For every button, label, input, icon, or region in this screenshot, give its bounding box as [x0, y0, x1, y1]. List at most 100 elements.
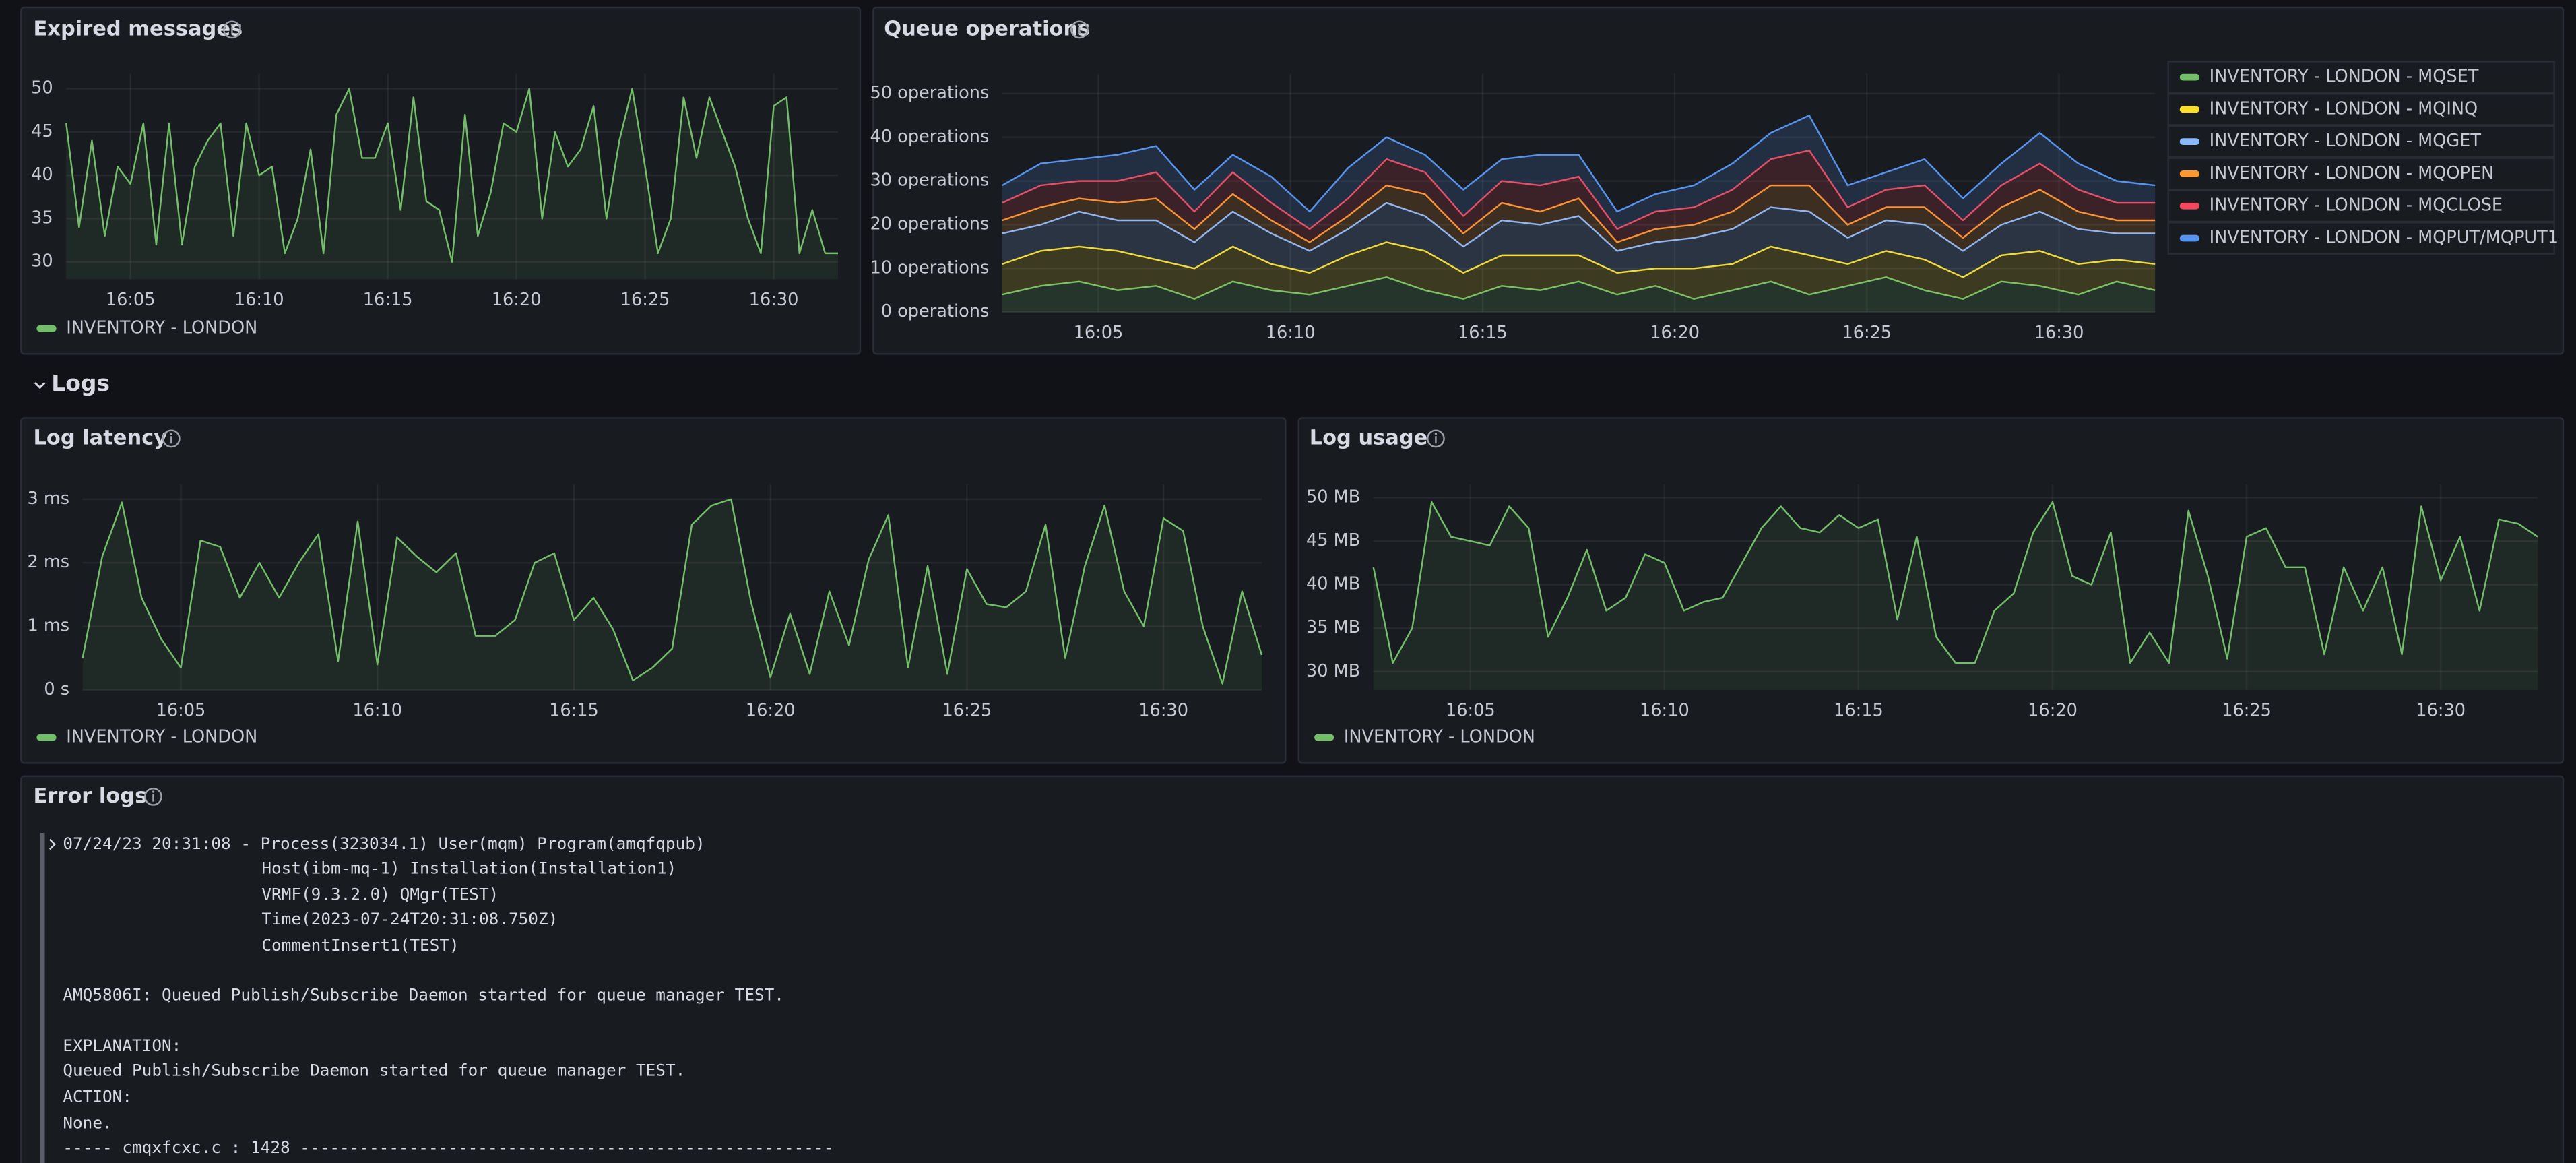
legend-label: INVENTORY - LONDON - MQGET — [2210, 131, 2482, 151]
x-tick-label: 16:20 — [492, 290, 542, 310]
info-icon[interactable] — [223, 20, 241, 39]
area-fill — [1373, 501, 2538, 690]
y-tick-label: 2 ms — [27, 552, 69, 572]
legend-label: INVENTORY - LONDON - MQINQ — [2210, 98, 2478, 119]
panel-title: Queue operations — [884, 17, 1090, 40]
y-tick-label: 30 — [31, 251, 53, 272]
collapse-chevron[interactable] — [34, 381, 46, 389]
panel-title: Expired messages — [33, 17, 243, 40]
y-tick-label: 10 operations — [870, 257, 989, 278]
section-title[interactable]: Logs — [51, 370, 110, 396]
y-tick-label: 20 operations — [870, 214, 989, 234]
y-tick-label: 3 ms — [27, 489, 69, 509]
x-tick-label: 16:10 — [234, 290, 284, 310]
legend-row — [2167, 157, 2555, 191]
panel — [20, 6, 862, 355]
legend-swatch — [2179, 202, 2200, 210]
legend-swatch — [2179, 73, 2200, 81]
series-line — [1002, 149, 2156, 230]
y-tick-label: 0 operations — [881, 301, 990, 321]
legend-swatch — [1314, 734, 1334, 741]
y-tick-label: 40 MB — [1306, 574, 1360, 594]
series-line — [1372, 501, 2538, 664]
log-line: CommentInsert1(TEST) — [261, 935, 459, 955]
legend-label: INVENTORY - LONDON - MQSET — [2210, 67, 2479, 87]
panel-title: Log latency — [33, 426, 167, 449]
log-line: None. — [63, 1112, 112, 1132]
x-tick-label: 16:20 — [2028, 701, 2078, 721]
series-line — [65, 88, 839, 263]
area-fill — [82, 499, 1262, 690]
legend-label: INVENTORY - LONDON - MQOPEN — [2210, 163, 2494, 183]
legend-row — [2167, 125, 2555, 158]
y-tick-label: 0 s — [44, 679, 69, 699]
x-tick-label: 16:15 — [549, 701, 599, 721]
log-line: Host(ibm-mq-1) Installation(Installation… — [261, 858, 676, 878]
expand-row[interactable] — [49, 838, 56, 850]
x-tick-label: 16:25 — [942, 701, 992, 721]
series-line — [1002, 241, 2156, 278]
log-line: ACTION: — [63, 1086, 132, 1106]
info-icon[interactable] — [1426, 429, 1445, 448]
legend-swatch — [2179, 138, 2200, 146]
x-tick-label: 16:10 — [1640, 701, 1689, 721]
series-line — [1002, 276, 2156, 300]
y-tick-label: 40 — [31, 164, 53, 185]
legend-label: INVENTORY - LONDON — [66, 318, 257, 338]
area-fill — [1002, 203, 2156, 278]
panel — [872, 6, 2565, 355]
info-icon[interactable] — [1070, 20, 1089, 39]
y-tick-label: 35 — [31, 208, 53, 228]
y-tick-label: 50 MB — [1306, 487, 1360, 507]
legend-swatch — [2179, 106, 2200, 113]
legend-swatch — [36, 325, 57, 332]
info-icon[interactable] — [162, 429, 181, 448]
x-tick-label: 16:20 — [746, 701, 796, 721]
log-line: Queued Publish/Subscribe Daemon started … — [63, 1060, 685, 1079]
panel — [20, 775, 2565, 1163]
x-tick-label: 16:15 — [1834, 701, 1883, 721]
panel-title: Error logs — [33, 784, 147, 808]
legend-label: INVENTORY - LONDON — [1344, 727, 1535, 747]
log-line: AMQ5806I: Queued Publish/Subscribe Daemo… — [63, 984, 784, 1004]
panel-title: Log usage — [1310, 426, 1428, 449]
area-fill — [1002, 242, 2156, 299]
x-tick-label: 16:25 — [1842, 323, 1892, 343]
series-line — [1002, 184, 2156, 243]
x-tick-label: 16:10 — [352, 701, 402, 721]
y-tick-label: 45 — [31, 121, 53, 142]
y-tick-label: 45 MB — [1306, 530, 1360, 551]
x-tick-label: 16:05 — [1074, 323, 1124, 343]
y-tick-label: 35 MB — [1306, 617, 1360, 637]
info-icon[interactable] — [144, 787, 162, 806]
log-line: EXPLANATION: — [63, 1036, 181, 1055]
y-tick-label: 50 — [31, 78, 53, 98]
area-fill — [66, 88, 839, 280]
legend-row — [2167, 61, 2555, 94]
x-tick-label: 16:30 — [1138, 701, 1188, 721]
log-line: ----- cmqxfcxc.c : 1428 ----------------… — [63, 1137, 833, 1157]
x-tick-label: 16:25 — [2222, 701, 2272, 721]
x-tick-label: 16:05 — [156, 701, 206, 721]
legend-row — [2167, 92, 2555, 126]
series-line — [1002, 201, 2156, 252]
log-line: VRMF(9.3.2.0) QMgr(TEST) — [261, 885, 498, 904]
y-tick-label: 1 ms — [27, 616, 69, 636]
legend-swatch — [2179, 170, 2200, 177]
x-tick-label: 16:20 — [1650, 323, 1700, 343]
x-tick-label: 16:05 — [106, 290, 156, 310]
legend-row — [2167, 189, 2555, 223]
series-line — [1002, 115, 2156, 213]
y-tick-label: 40 operations — [870, 127, 989, 147]
area-fill — [1002, 115, 2156, 229]
y-tick-label: 30 MB — [1306, 661, 1360, 681]
x-tick-label: 16:30 — [749, 290, 799, 310]
x-tick-label: 16:05 — [1446, 701, 1495, 721]
area-fill — [1002, 150, 2156, 243]
legend-label: INVENTORY - LONDON — [66, 727, 257, 747]
area-fill — [1002, 185, 2156, 251]
x-tick-label: 16:15 — [1458, 323, 1508, 343]
x-tick-label: 16:10 — [1266, 323, 1316, 343]
